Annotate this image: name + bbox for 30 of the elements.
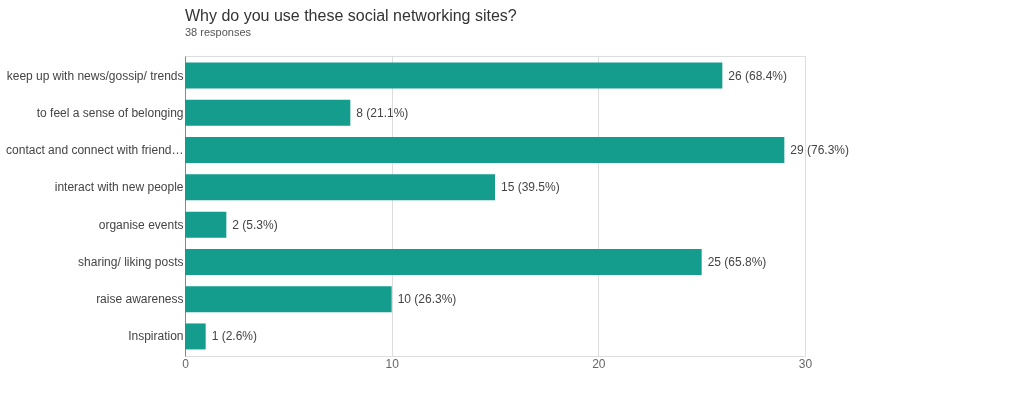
y-tick-label: organise events — [98, 217, 184, 232]
bar — [185, 62, 723, 89]
y-tick-label: interact with new people — [54, 180, 184, 195]
chart-title: Why do you use these social networking sites? — [185, 7, 517, 24]
y-tick-label: keep up with news/gossip/ trends — [6, 68, 184, 83]
y-tick-label: raise awareness — [96, 292, 184, 307]
data-label: 1 (2.6%) — [211, 329, 258, 344]
x-tick-label: 20 — [592, 356, 606, 371]
data-label: 26 (68.4%) — [728, 68, 788, 83]
bar — [185, 99, 351, 126]
y-tick-label: to feel a sense of belonging — [36, 105, 184, 120]
data-label: 8 (21.1%) — [356, 105, 409, 120]
bar — [185, 137, 785, 164]
x-tick-label: 30 — [798, 356, 813, 371]
data-label: 25 (65.8%) — [707, 254, 767, 269]
data-label: 10 (26.3%) — [397, 292, 457, 307]
data-label: 2 (5.3%) — [232, 217, 278, 232]
bar — [185, 248, 702, 275]
y-tick-label: contact and connect with friend… — [6, 143, 184, 158]
bar — [185, 323, 206, 350]
x-tick-label: 10 — [385, 356, 400, 371]
chart-subtitle: 38 responses — [185, 26, 252, 38]
data-label: 15 (39.5%) — [501, 180, 560, 195]
y-tick-label: Inspiration — [128, 329, 184, 344]
data-label: 29 (76.3%) — [790, 143, 850, 158]
y-tick-label: sharing/ liking posts — [78, 254, 184, 269]
bar — [185, 211, 227, 238]
bar — [185, 174, 495, 201]
bar — [185, 286, 392, 313]
x-tick-label: 0 — [182, 356, 190, 371]
